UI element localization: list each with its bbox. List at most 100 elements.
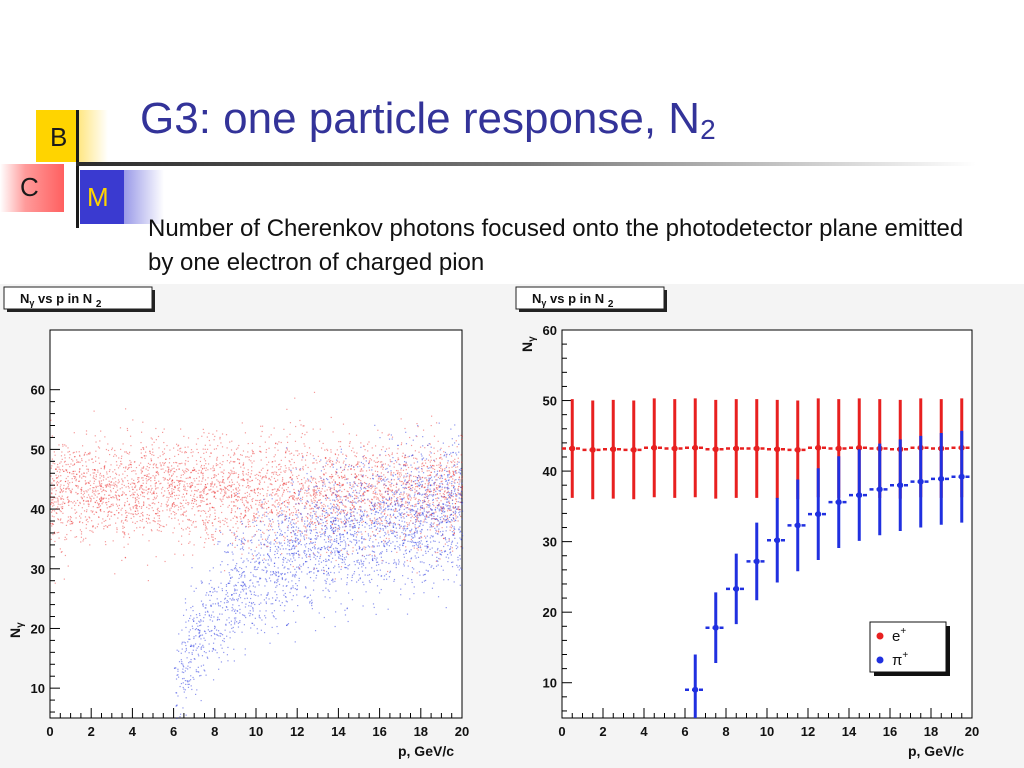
pion-point: [177, 668, 179, 670]
pion-point: [221, 589, 224, 592]
electron-point: [319, 428, 321, 430]
electron-point: [273, 427, 275, 429]
electron-point: [98, 516, 100, 518]
electron-point: [137, 512, 139, 515]
electron-point: [297, 481, 299, 483]
electron-point: [155, 481, 157, 484]
electron-point: [118, 457, 120, 459]
electron-point: [339, 486, 341, 488]
pion-point: [241, 538, 243, 540]
electron-point: [367, 450, 369, 452]
electron-point: [154, 479, 156, 482]
pion-point: [346, 567, 348, 569]
pion-point: [326, 528, 328, 530]
electron-point: [293, 488, 295, 491]
electron-point: [380, 449, 383, 451]
pion-point: [422, 512, 424, 514]
pion-point: [188, 638, 190, 640]
pion-point: [458, 565, 461, 567]
electron-point: [403, 464, 405, 466]
pion-point: [277, 520, 279, 522]
electron-point: [55, 512, 57, 514]
electron-point: [296, 476, 298, 478]
electron-point: [247, 471, 250, 474]
electron-point: [234, 495, 236, 497]
pion-point: [287, 506, 289, 508]
electron-point: [458, 476, 461, 478]
electron-point: [79, 476, 81, 478]
electron-point: [65, 469, 67, 471]
electron-point: [406, 493, 408, 495]
electron-point: [212, 507, 214, 509]
electron-point: [345, 464, 347, 466]
electron-point: [353, 505, 355, 507]
pion-point: [425, 579, 427, 582]
electron-point: [118, 474, 120, 476]
electron-point: [316, 462, 318, 464]
x-tick-label: 2: [88, 724, 95, 739]
electron-point: [419, 488, 421, 490]
pion-point: [442, 530, 444, 532]
electron-point: [164, 478, 167, 480]
pion-point: [438, 510, 440, 512]
electron-point: [256, 499, 258, 502]
electron-point: [287, 491, 289, 493]
pion-point: [346, 513, 348, 516]
pion-point: [402, 487, 404, 489]
electron-point: [309, 494, 311, 496]
electron-point: [146, 513, 148, 516]
electron-point: [240, 498, 242, 501]
electron-point: [410, 481, 412, 483]
electron-point: [260, 469, 263, 471]
electron-point: [291, 478, 294, 480]
electron-point: [289, 433, 291, 435]
electron-point: [222, 519, 224, 522]
pion-point: [435, 529, 437, 531]
electron-point: [132, 506, 134, 508]
electron-point: [312, 455, 314, 457]
electron-point: [440, 495, 442, 497]
pion-point: [424, 517, 426, 519]
electron-point: [387, 434, 389, 436]
electron-point: [155, 463, 157, 466]
pion-point: [388, 545, 391, 547]
electron-point: [191, 508, 193, 510]
electron-point: [251, 449, 253, 451]
electron-point: [288, 469, 290, 471]
electron-point: [247, 507, 249, 510]
electron-point: [154, 483, 156, 485]
electron-point: [275, 499, 277, 501]
electron-point: [317, 487, 319, 490]
electron-point: [416, 518, 419, 520]
pion-point: [308, 537, 310, 539]
pion-point: [198, 631, 200, 634]
electron-point: [54, 540, 56, 543]
electron-point: [258, 504, 260, 506]
electron-point: [355, 464, 357, 466]
pion-point: [403, 491, 405, 493]
pion-point: [325, 462, 327, 464]
electron-point: [197, 438, 199, 440]
pion-point: [299, 530, 302, 532]
electron-point: [340, 512, 342, 514]
electron-point: [327, 516, 329, 518]
electron-point: [171, 504, 173, 506]
pion-point: [419, 546, 422, 549]
pion-point: [399, 505, 401, 507]
pion-point: [245, 616, 247, 619]
electron-point: [184, 452, 186, 454]
pion-point: [278, 575, 280, 577]
pion-point: [339, 555, 341, 557]
electron-point: [103, 476, 105, 478]
electron-point: [289, 422, 292, 424]
electron-point: [116, 527, 118, 529]
electron-point: [410, 538, 412, 541]
pion-point: [346, 550, 348, 552]
electron-point: [343, 511, 345, 513]
pion-point: [430, 518, 433, 520]
electron-point: [204, 487, 206, 489]
electron-point: [301, 498, 303, 500]
electron-point: [292, 474, 294, 476]
electron-point: [220, 471, 222, 473]
electron-point: [314, 468, 316, 470]
